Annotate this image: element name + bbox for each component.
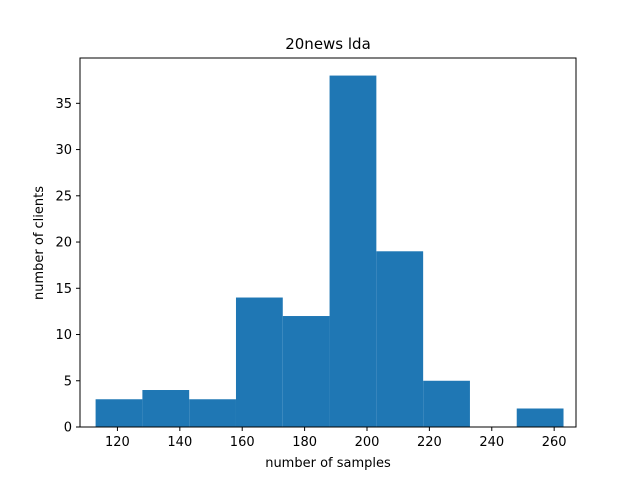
x-tick-label-3: 180 xyxy=(292,435,317,450)
histogram-bar-6 xyxy=(376,251,424,427)
histogram-bar-2 xyxy=(189,399,236,427)
y-tick-label-2: 10 xyxy=(55,328,72,343)
histogram-bar-9 xyxy=(516,408,564,427)
y-tick-label-0: 0 xyxy=(64,421,72,436)
y-tick-label-5: 25 xyxy=(55,189,72,204)
x-tick-label-0: 120 xyxy=(105,435,130,450)
y-tick-label-7: 35 xyxy=(55,97,72,112)
y-tick-label-4: 20 xyxy=(55,236,72,251)
x-axis-label: number of samples xyxy=(265,456,391,471)
histogram-bar-3 xyxy=(235,297,283,427)
x-tick-label-5: 220 xyxy=(417,435,442,450)
x-axis-ticks: 120 140 160 180 200 220 240 260 xyxy=(105,427,567,450)
x-tick-label-6: 240 xyxy=(479,435,504,450)
histogram-bar-0 xyxy=(95,399,143,427)
y-axis-label: number of clients xyxy=(32,186,47,300)
histogram-bar-5 xyxy=(329,75,377,428)
y-tick-label-3: 15 xyxy=(55,282,72,297)
histogram-bar-1 xyxy=(142,390,190,427)
y-axis-ticks: 0 5 10 15 20 25 30 35 xyxy=(55,97,80,436)
y-tick-label-1: 5 xyxy=(64,374,72,389)
histogram-bar-7 xyxy=(423,380,470,427)
y-tick-label-6: 30 xyxy=(55,143,72,158)
x-tick-label-1: 140 xyxy=(167,435,192,450)
x-tick-label-4: 200 xyxy=(355,435,380,450)
chart-title: 20news lda xyxy=(285,35,371,53)
histogram-bar-4 xyxy=(282,316,330,427)
x-tick-label-2: 160 xyxy=(230,435,255,450)
bars-group xyxy=(95,75,564,428)
x-tick-label-7: 260 xyxy=(542,435,567,450)
